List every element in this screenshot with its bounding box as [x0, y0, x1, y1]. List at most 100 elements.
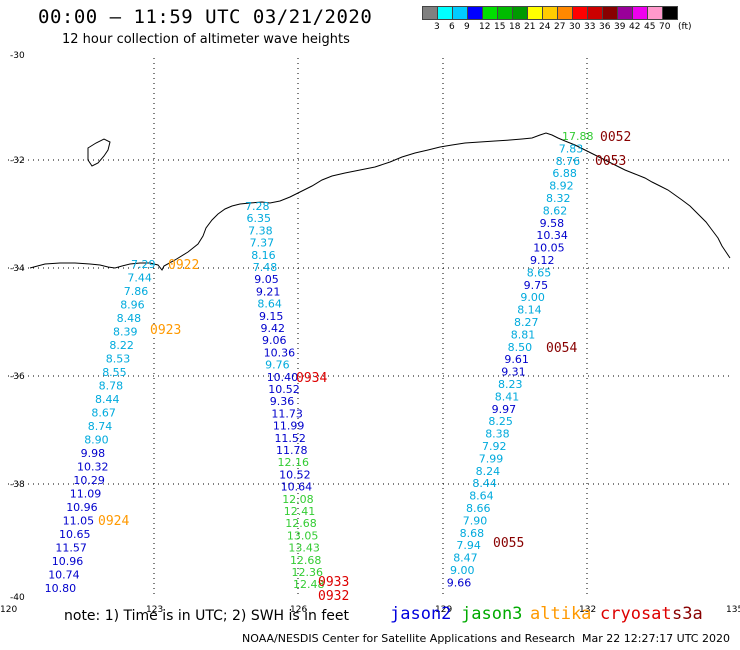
wave-height-value: 10.96 [66, 501, 98, 514]
legend-label: 39 [614, 22, 626, 32]
wave-height-value: 8.44 [95, 393, 120, 406]
wave-height-value: 8.64 [257, 298, 282, 311]
pass-time-label: 0934 [296, 371, 327, 386]
wave-height-value: 10.64 [281, 481, 313, 494]
wave-height-value: 10.74 [48, 569, 79, 582]
legend-labels: 3 6 9 12 15 18 21 24 27 30 33 36 39 42 45 70 (ft) [422, 22, 692, 36]
legend-label: 12 [479, 22, 491, 32]
wave-height-value: 8.90 [84, 434, 109, 447]
pass-time-label: 0932 [318, 589, 349, 604]
pass-time-label: 0054 [546, 341, 577, 356]
pass-time-label: 0924 [98, 514, 129, 529]
x-tick-label: 132 [579, 605, 596, 615]
wave-height-value: 10.96 [52, 555, 84, 568]
pass-time-label: 0933 [318, 575, 349, 590]
pass-time-label: 0055 [493, 536, 524, 551]
x-tick-label: 126 [290, 605, 307, 615]
satellite-legend-item: cryosat [600, 604, 672, 624]
y-tick-label: -40 [10, 593, 25, 603]
wave-height-value: 10.52 [279, 468, 311, 481]
wave-height-value: 6.35 [247, 212, 271, 225]
legend-swatches [422, 6, 678, 20]
wave-height-value: 8.66 [466, 502, 491, 515]
wave-height-value: 8.62 [543, 204, 568, 217]
wave-height-value: 11.78 [276, 444, 308, 457]
legend-label: 24 [539, 22, 551, 32]
map-title: 00:00 – 11:59 UTC 03/21/2020 [38, 6, 373, 28]
wave-height-value: 8.81 [511, 328, 536, 341]
pass-time-label: 0053 [595, 154, 626, 169]
grid-lines [8, 58, 732, 596]
legend-label: 18 [509, 22, 521, 32]
wave-height-value: 11.52 [274, 432, 306, 445]
wave-height-value: 8.53 [106, 353, 131, 366]
wave-height-value: 12.36 [292, 566, 324, 579]
wave-height-value: 7.94 [456, 539, 481, 552]
wave-height-value: 9.12 [530, 254, 555, 267]
wave-height-value: 10.36 [264, 346, 296, 359]
wave-height-value: 9.00 [450, 564, 475, 577]
wave-height-value: 8.47 [453, 552, 478, 565]
wave-height-value: 7.48 [253, 261, 278, 274]
wave-height-value: 8.24 [476, 465, 501, 478]
australia-coastline [29, 132, 731, 271]
color-legend: 3 6 9 12 15 18 21 24 27 30 33 36 39 42 45 70 (ft) [422, 6, 692, 36]
wave-height-value: 11.09 [70, 488, 102, 501]
footer-timestamp: Mar 22 12:27:17 UTC 2020 [582, 632, 730, 645]
wave-height-value: 12.16 [278, 456, 310, 469]
y-tick-label: -32 [10, 156, 25, 166]
wave-height-value: 8.78 [99, 380, 124, 393]
legend-unit: (ft) [678, 22, 692, 32]
wave-height-value: 8.64 [469, 490, 494, 503]
wave-height-value: 7.44 [127, 272, 151, 285]
pass-time-label: 0052 [600, 130, 631, 145]
wave-height-value: 9.58 [540, 217, 565, 230]
map-subtitle: 12 hour collection of altimeter wave hei… [62, 32, 350, 47]
wave-height-value: 7.38 [248, 224, 273, 237]
y-tick-label: -38 [10, 480, 25, 490]
wave-height-value: 8.25 [488, 415, 513, 428]
wave-height-value: 11.57 [55, 542, 87, 555]
wave-height-value: 10.80 [45, 582, 77, 595]
legend-label: 33 [584, 22, 596, 32]
wave-height-value: 9.98 [81, 447, 106, 460]
wave-height-value: 8.27 [514, 316, 539, 329]
wave-height-value: 9.00 [520, 291, 545, 304]
wave-height-value: 9.42 [261, 322, 286, 335]
wave-height-value: 8.38 [485, 428, 510, 441]
wave-height-value: 12.48 [293, 578, 325, 591]
wave-height-tracks: 7.286.357.387.378.167.489.059.218.649.15… [45, 130, 594, 595]
wave-height-value: 8.92 [549, 180, 574, 193]
wave-height-value: 7.29 [131, 258, 156, 271]
wave-height-value: 8.48 [117, 312, 142, 325]
legend-swatch [662, 6, 678, 20]
wave-height-value: 8.44 [472, 477, 497, 490]
wave-height-value: 7.99 [479, 452, 504, 465]
legend-label: 36 [599, 22, 611, 32]
wave-height-value: 7.90 [463, 514, 488, 527]
wave-height-value: 10.65 [59, 528, 91, 541]
wave-height-value: 12.68 [290, 554, 322, 567]
island-coast [87, 138, 111, 167]
x-tick-label: 120 [0, 605, 17, 615]
satellite-legend-item: s3a [672, 604, 703, 624]
wave-height-value: 12.08 [282, 493, 314, 506]
pass-time-label: 0923 [150, 323, 181, 338]
pass-time-label: 0922 [168, 258, 199, 273]
wave-height-value: 8.65 [527, 266, 552, 279]
wave-height-value: 9.75 [524, 279, 549, 292]
wave-height-value: 11.99 [273, 420, 305, 433]
y-tick-label: -36 [10, 372, 25, 382]
wave-height-value: 9.66 [447, 576, 472, 589]
legend-label: 21 [524, 22, 536, 32]
wave-height-value: 9.31 [501, 366, 526, 379]
wave-height-value: 8.67 [91, 407, 116, 420]
wave-height-value: 13.43 [288, 542, 320, 555]
wave-height-value: 10.05 [533, 242, 565, 255]
legend-label: 3 [434, 22, 440, 32]
legend-label: 6 [449, 22, 455, 32]
wave-height-value: 8.39 [113, 326, 138, 339]
x-tick-label: 129 [435, 605, 452, 615]
wave-height-value: 8.50 [508, 341, 532, 354]
